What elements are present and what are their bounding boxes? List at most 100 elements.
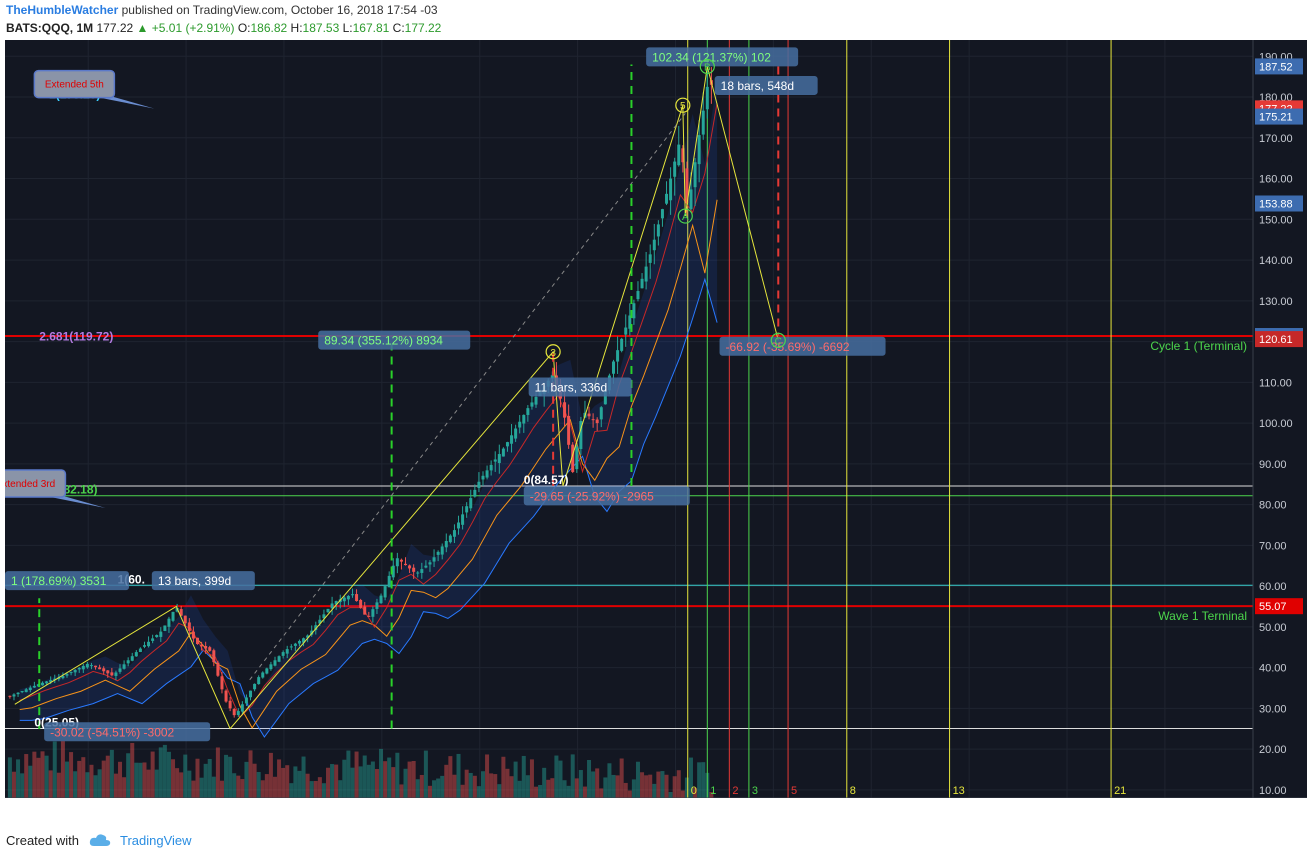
candle-body bbox=[277, 656, 281, 662]
callout-box[interactable] bbox=[5, 469, 67, 498]
volume-bar bbox=[684, 777, 689, 798]
wave-label-circle[interactable] bbox=[677, 208, 693, 224]
high-value: 187.53 bbox=[302, 21, 340, 35]
trend-projection-line[interactable] bbox=[249, 113, 686, 681]
candle-body bbox=[187, 622, 191, 631]
volume-bar bbox=[101, 760, 106, 798]
price-chart[interactable]: Wave 1 Terminal Cycle 1 (Terminal) 0 1 2 3 5 8… bbox=[5, 40, 1307, 798]
volume-bar bbox=[158, 747, 163, 798]
measure-box[interactable] bbox=[528, 377, 632, 397]
candle-body bbox=[424, 565, 428, 568]
volume-bar bbox=[489, 773, 494, 798]
candle-body bbox=[493, 459, 497, 462]
candle-body bbox=[261, 672, 265, 678]
candle-body bbox=[20, 691, 24, 693]
price-tick-label: 80.00 bbox=[1259, 500, 1287, 512]
candle-body bbox=[314, 625, 318, 630]
candle-body bbox=[65, 674, 69, 676]
measure-box[interactable] bbox=[714, 75, 818, 95]
volume-bar bbox=[415, 779, 420, 798]
volume-bar bbox=[277, 759, 282, 798]
price-marker-text: 175.21 bbox=[1259, 112, 1293, 124]
measure-box[interactable] bbox=[5, 571, 129, 591]
price-tick-label: 60.00 bbox=[1259, 581, 1287, 593]
candle-body bbox=[395, 558, 399, 567]
callout-box[interactable] bbox=[33, 69, 116, 99]
author-link[interactable]: TheHumbleWatcher bbox=[6, 3, 119, 17]
candle-body bbox=[379, 595, 383, 604]
volume-bar bbox=[591, 771, 596, 798]
volume-bar bbox=[73, 771, 78, 798]
wave-label-circle[interactable] bbox=[675, 97, 691, 113]
price-tick-label: 160.00 bbox=[1259, 174, 1293, 186]
measure-box[interactable] bbox=[719, 336, 886, 356]
candle-body bbox=[391, 565, 395, 578]
volume-bar bbox=[240, 779, 245, 798]
wave-label-circle[interactable] bbox=[545, 344, 561, 360]
candle-body bbox=[432, 557, 436, 562]
symbol-info: BATS:QQQ, 1M 177.22 ▲ +5.01 (+2.91%) O:1… bbox=[6, 21, 441, 35]
candle-body bbox=[257, 677, 261, 685]
candle-body bbox=[697, 135, 701, 165]
candle-body bbox=[640, 278, 644, 289]
elliott-wave-path[interactable] bbox=[14, 66, 779, 730]
candle-body bbox=[628, 315, 632, 329]
tradingview-link[interactable]: TradingView bbox=[120, 833, 192, 848]
volume-bar bbox=[554, 755, 559, 798]
volume-bar bbox=[195, 758, 200, 798]
candle-body bbox=[350, 594, 354, 596]
price-axis-panel[interactable] bbox=[1253, 40, 1307, 798]
measure-box[interactable] bbox=[44, 722, 211, 742]
candle-body bbox=[98, 667, 102, 670]
measure-box[interactable] bbox=[646, 47, 799, 67]
volume-bar bbox=[97, 769, 102, 798]
wave-label-circle[interactable] bbox=[770, 332, 786, 348]
candle-body bbox=[616, 350, 620, 362]
price-marker-text: 55.07 bbox=[1259, 601, 1287, 613]
candle-body bbox=[420, 569, 424, 573]
candle-body bbox=[408, 565, 412, 569]
candle-body bbox=[118, 668, 122, 672]
volume-bar bbox=[346, 750, 351, 798]
volume-bar bbox=[566, 785, 571, 798]
measure-box[interactable] bbox=[318, 330, 471, 350]
volume-bar bbox=[81, 757, 86, 798]
fib-time-label: 8 bbox=[850, 785, 856, 797]
fib-time-label: 5 bbox=[791, 785, 797, 797]
candle-body bbox=[240, 704, 244, 712]
volume-bar bbox=[546, 779, 551, 798]
volume-bar bbox=[109, 749, 114, 798]
candle-body bbox=[183, 615, 187, 624]
candle-body bbox=[416, 572, 420, 574]
volume-bar bbox=[224, 754, 229, 798]
candle-body bbox=[404, 563, 408, 566]
wave-label-text: 3 bbox=[550, 348, 556, 359]
low-value: 167.81 bbox=[352, 21, 390, 35]
candle-body bbox=[477, 481, 481, 488]
measure-box[interactable] bbox=[523, 486, 690, 506]
wave-label-circle[interactable] bbox=[699, 58, 715, 75]
volume-bar bbox=[693, 787, 698, 798]
candle-body bbox=[636, 291, 640, 300]
volume-bar bbox=[615, 775, 620, 798]
volume-bar bbox=[472, 775, 477, 798]
volume-bar bbox=[587, 759, 592, 798]
candle-body bbox=[677, 144, 681, 166]
volume-bar bbox=[558, 760, 563, 798]
volume-bar bbox=[480, 771, 485, 798]
fib-time-label: 3 bbox=[752, 785, 758, 797]
measure-box[interactable] bbox=[151, 571, 255, 591]
candle-body bbox=[220, 676, 224, 690]
volume-bar bbox=[20, 773, 25, 798]
volume-bar bbox=[570, 754, 575, 798]
volume-bar bbox=[313, 780, 318, 798]
volume-bar bbox=[171, 759, 176, 798]
candle-body bbox=[147, 641, 151, 647]
volume-bar bbox=[191, 780, 196, 798]
volume-bar bbox=[166, 751, 171, 798]
candle-body bbox=[130, 656, 134, 661]
volume-bar bbox=[562, 780, 567, 798]
volume-bar bbox=[440, 775, 445, 798]
low-label: L: bbox=[342, 21, 353, 35]
volume-bar bbox=[85, 772, 90, 798]
